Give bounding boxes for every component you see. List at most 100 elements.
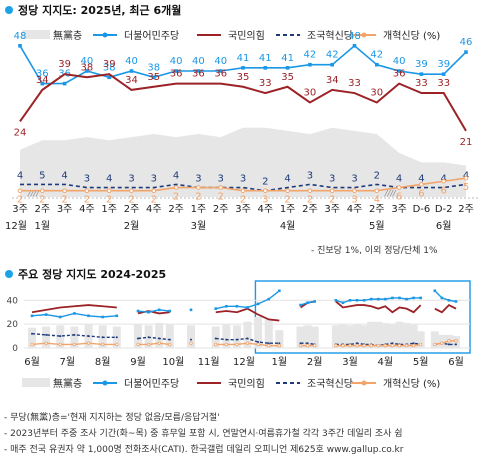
break-mark-spring: //// bbox=[384, 189, 397, 198]
point-gh bbox=[267, 343, 271, 348]
month-tick-label: 9월 bbox=[130, 356, 146, 368]
data-label: 2 bbox=[195, 192, 201, 203]
data-label: 3 bbox=[351, 174, 357, 185]
point-mj bbox=[369, 297, 373, 301]
data-label: 40 bbox=[393, 56, 406, 67]
legend-item-더불어민주당: 더불어민주당 bbox=[93, 30, 179, 42]
point-mj bbox=[246, 306, 249, 309]
point-jh bbox=[391, 342, 394, 345]
point-gh bbox=[44, 341, 48, 345]
point-jh bbox=[59, 335, 62, 338]
data-label: 34 bbox=[125, 75, 138, 86]
series-개혁신당: 2 2 2 2 2 2 2 2 2 2 2 3 2 2 2 3 4 6 6 6 5 bbox=[17, 175, 469, 206]
no-party-bar bbox=[409, 324, 418, 348]
month-label: 2월 bbox=[124, 220, 140, 232]
point-gh bbox=[454, 339, 458, 343]
x-tick-label: 4주 bbox=[146, 204, 162, 215]
point-jh bbox=[257, 341, 260, 344]
point-jh bbox=[306, 342, 309, 345]
data-label: 4 bbox=[61, 170, 67, 181]
data-point bbox=[464, 50, 468, 54]
data-label: 48 bbox=[348, 31, 361, 42]
data-label: 2 bbox=[84, 195, 90, 206]
data-label: 2 bbox=[218, 192, 224, 203]
x-tick-label: 4주 bbox=[79, 204, 95, 215]
data-label: 2 bbox=[151, 195, 157, 206]
point-gh bbox=[146, 342, 151, 347]
month-tick-label: 4월 bbox=[378, 356, 394, 368]
point-mj bbox=[44, 313, 48, 316]
point-jh bbox=[235, 338, 238, 341]
data-label: 2 bbox=[106, 195, 112, 206]
point-gh bbox=[383, 343, 388, 348]
legend-label: 더불어민주당 bbox=[124, 378, 179, 390]
data-label: 4 bbox=[173, 170, 179, 181]
data-label: 2 bbox=[17, 195, 23, 206]
legend-label: 개혁신당 (%) bbox=[383, 378, 440, 390]
point-jh bbox=[278, 342, 281, 345]
data-point bbox=[308, 62, 312, 67]
data-label: 36 bbox=[393, 69, 406, 80]
month-label: 3월 bbox=[191, 220, 207, 232]
point-gh bbox=[390, 343, 395, 348]
point-gh bbox=[277, 343, 282, 348]
data-point bbox=[329, 188, 335, 193]
line-jh bbox=[137, 336, 170, 341]
legend-item-층: 無黨층 bbox=[22, 29, 82, 42]
x-tick-label: 3주 bbox=[12, 204, 28, 215]
data-label: 36 bbox=[192, 69, 205, 80]
x-tick-label: 1주 bbox=[280, 204, 296, 215]
data-point bbox=[17, 188, 23, 193]
data-point bbox=[352, 44, 357, 48]
data-label: 35 bbox=[237, 72, 250, 83]
point-jh bbox=[168, 338, 171, 341]
legend-item-층: 無黨층 bbox=[22, 377, 82, 390]
no-party-bar bbox=[374, 321, 383, 348]
month-label: 12월 bbox=[5, 220, 27, 232]
legend-label: 無黨층 bbox=[53, 29, 82, 42]
data-label: 33 bbox=[415, 78, 428, 89]
point-jh bbox=[246, 337, 249, 340]
point-gh bbox=[224, 342, 229, 347]
chart2-plot: 0 20 40 6월 7월 8월 9월 10월 11월 12월 1월 2월 3월 4월 5월 6월 無黨층 더불어… bbox=[7, 280, 471, 390]
legend-marker bbox=[102, 32, 108, 38]
data-label: 2 bbox=[173, 192, 179, 203]
data-label: 40 bbox=[81, 56, 94, 67]
data-label: 3 bbox=[307, 170, 313, 181]
month-label: 5월 bbox=[369, 220, 385, 232]
line-ppp bbox=[215, 307, 280, 322]
month-label: 4월 bbox=[280, 220, 296, 232]
x-tick-label: 3주 bbox=[235, 204, 251, 215]
point-gh bbox=[235, 342, 239, 347]
segment-5 bbox=[331, 296, 425, 348]
point-mj bbox=[405, 297, 408, 301]
y-tick-label: 40 bbox=[7, 296, 19, 306]
data-point bbox=[196, 185, 201, 190]
line-ppp bbox=[434, 303, 457, 314]
data-point bbox=[107, 75, 111, 80]
point-gh bbox=[30, 342, 34, 347]
x-axis-ticks: 3주 2주 3주 4주 1주 2주 4주 2주 1주 2주 3주 4주 1주 2주 3주 4주 2주 3주 D-6 D… bbox=[12, 204, 474, 215]
chart2-x-ticks: 6월 7월 8월 9월 10월 11월 12월 1월 2월 3월 4월 5월 6월 bbox=[24, 356, 464, 368]
month-tick-label: 12월 bbox=[233, 356, 255, 368]
point-jh bbox=[299, 342, 302, 345]
no-party-bar bbox=[211, 326, 220, 348]
data-point bbox=[151, 188, 157, 193]
no-party-bar bbox=[134, 324, 142, 348]
no-party-bar bbox=[165, 324, 174, 348]
point-jh bbox=[137, 337, 139, 340]
point-mj bbox=[30, 314, 34, 318]
data-point bbox=[441, 178, 447, 184]
data-label: 4 bbox=[17, 170, 23, 181]
point-gh bbox=[100, 342, 105, 347]
point-gh bbox=[214, 342, 218, 347]
point-mj bbox=[87, 314, 90, 318]
data-label: 4 bbox=[284, 174, 290, 185]
point-mj bbox=[73, 312, 76, 315]
data-label: 33 bbox=[437, 78, 450, 89]
data-point bbox=[441, 72, 446, 76]
data-point bbox=[330, 62, 334, 67]
point-gh bbox=[433, 342, 437, 347]
month-tick-label: 7월 bbox=[60, 356, 76, 368]
point-mj bbox=[168, 309, 172, 313]
